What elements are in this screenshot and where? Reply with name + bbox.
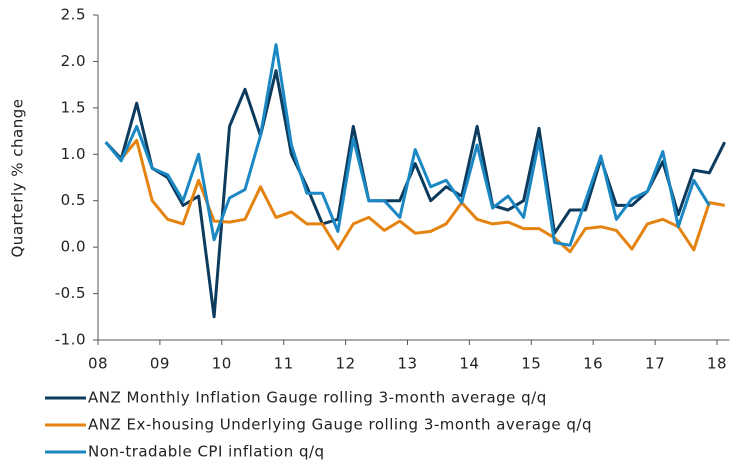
legend-label: ANZ Ex-housing Underlying Gauge rolling …	[88, 416, 592, 434]
series-line	[104, 43, 711, 247]
series-line	[104, 69, 727, 319]
series-line	[120, 138, 725, 254]
x-tick-label: 13	[397, 355, 417, 373]
x-tick-label: 17	[645, 355, 665, 373]
y-tick-label: -1.0	[55, 331, 86, 349]
x-tick-label: 08	[88, 355, 108, 373]
y-tick-label: 1.5	[61, 98, 86, 116]
y-axis-label: Quarterly % change	[9, 99, 27, 258]
x-tick-label: 10	[212, 355, 232, 373]
x-tick-label: 14	[459, 355, 479, 373]
legend-label: Non-tradable CPI inflation q/q	[88, 443, 325, 461]
legend-label: ANZ Monthly Inflation Gauge rolling 3-mo…	[88, 389, 547, 407]
y-tick-label: -0.5	[55, 284, 86, 302]
y-tick-label: 0.0	[61, 238, 86, 256]
y-tick-label: 0.5	[61, 191, 86, 209]
y-tick-label: 2.0	[61, 52, 86, 70]
x-tick-label: 16	[583, 355, 603, 373]
x-tick-label: 09	[150, 355, 170, 373]
y-tick-label: 1.0	[61, 145, 86, 163]
x-tick-label: 15	[521, 355, 541, 373]
y-tick-label: 2.5	[61, 6, 86, 24]
x-tick-label: 18	[707, 355, 727, 373]
x-tick-label: 11	[274, 355, 294, 373]
x-tick-label: 12	[336, 355, 356, 373]
